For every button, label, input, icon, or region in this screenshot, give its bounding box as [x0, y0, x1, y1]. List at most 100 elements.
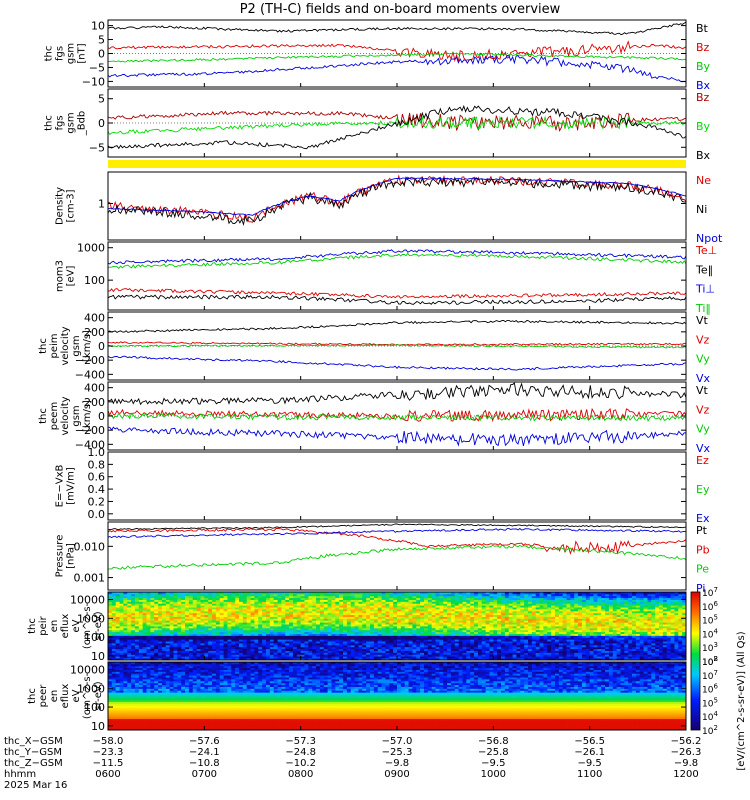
y-axis-label-line: en — [49, 690, 60, 703]
colorbar-tick-label: 105 — [702, 696, 718, 709]
y-axis-label: thc peir en eflux eV (cm^2-s-sr-eV) — [27, 602, 104, 649]
y-axis-label-line: [km/s] — [82, 400, 93, 432]
legend-Pb: Pb — [696, 543, 710, 556]
y-axis-label-line: _Bdb — [77, 111, 88, 137]
x-row-value: 1200 — [673, 769, 698, 780]
x-row-value: −56.8 — [478, 736, 509, 747]
y-axis-label: thc fgs gsm [nT] — [44, 43, 88, 64]
legend-Te‖: Te‖ — [695, 263, 713, 276]
x-row-label: thc_Y−GSM — [4, 747, 62, 758]
series-line-Pi — [107, 527, 687, 539]
x-row-value: −56.2 — [671, 736, 702, 747]
y-tick-label: 10000 — [70, 663, 105, 676]
y-axis-label-line: [cm-3] — [66, 189, 77, 222]
y-tick-label: 100 — [84, 274, 105, 287]
y-axis-label-line: gsm — [66, 112, 77, 133]
y-axis-label-line: E=−VxB — [55, 465, 66, 508]
panel-7: 1.00.80.60.40.20.0 E=−VxB [mV/m] Ez Ey Ex — [55, 446, 710, 525]
legend-Ez: Ez — [696, 454, 709, 467]
y-tick-label: 0 — [98, 410, 105, 423]
x-row-value: −23.3 — [93, 747, 124, 758]
colorbar-tick-label: 105 — [702, 614, 718, 627]
y-axis-label: thc fgs gsm _Bdb — [44, 111, 88, 137]
y-axis-label-line: peem — [49, 402, 60, 430]
y-axis-label-line: sr-eV) — [93, 611, 104, 640]
y-axis-label-line: (cm^2-s- — [82, 672, 93, 719]
colorbar-tick-label: 102 — [702, 724, 718, 737]
colorbar-gradient — [690, 591, 701, 731]
y-tick-label: 0.4 — [88, 483, 106, 496]
y-axis-label: thc peer en eflux eV (cm^2-s-sr-eV) — [27, 672, 104, 719]
x-row-label: thc_X−GSM — [4, 736, 63, 747]
y-tick-label: 200 — [84, 326, 105, 339]
y-tick-label: 0.2 — [88, 495, 106, 508]
y-axis-label-line: thc — [27, 688, 38, 704]
x-row-value: −10.2 — [285, 758, 316, 769]
legend-Bt: Bt — [696, 22, 709, 35]
series-line-Bx — [107, 104, 687, 150]
series-line-Te⊥ — [107, 287, 687, 299]
y-tick-label: 400 — [84, 312, 105, 325]
x-row-value: −56.5 — [574, 736, 605, 747]
y-axis-label: Pressure [nPa] — [55, 535, 77, 578]
legend-Pe: Pe — [696, 563, 709, 576]
figure-title: P2 (TH-C) fields and on-board moments ov… — [240, 2, 561, 17]
y-axis-label-line: [mV/m] — [66, 467, 77, 505]
y-tick-label: 10000 — [70, 593, 105, 606]
panel-frame — [107, 521, 687, 591]
legend-Vt: Vt — [696, 314, 709, 327]
series-line-Vt — [107, 382, 687, 406]
series-line-Ti‖ — [107, 252, 687, 270]
series-line-Bz — [107, 110, 687, 132]
legend-Ti⊥: Ti⊥ — [695, 283, 715, 296]
panel-3: 1 Density [cm-3] Ne Ni Npot — [55, 171, 723, 245]
x-row-value: −25.8 — [478, 747, 509, 758]
series-line-Vy — [107, 412, 687, 422]
y-axis-label-line: gsm — [71, 335, 82, 356]
legend-Bz: Bz — [696, 41, 710, 54]
y-tick-label: 1000 — [77, 612, 105, 625]
y-axis-label-line: [nT] — [77, 43, 88, 63]
panel-frame — [107, 451, 687, 521]
series-line-Pe — [107, 544, 687, 570]
x-row-value: −10.8 — [189, 758, 220, 769]
y-tick-label: 10 — [91, 720, 105, 733]
legend-Pt: Pt — [696, 524, 708, 537]
x-row-value: −9.5 — [481, 758, 505, 769]
series-line-Npot — [107, 177, 687, 216]
legend-Bx: Bx — [696, 149, 711, 162]
series-line-Vx — [107, 426, 687, 447]
legend-Ti‖: Ti‖ — [695, 302, 711, 315]
y-tick-label: 0.001 — [74, 572, 106, 585]
y-tick-label: 0 — [98, 117, 105, 130]
x-row-value: −9.8 — [674, 758, 698, 769]
y-axis-label-line: velocity — [60, 326, 71, 365]
y-tick-label: 1000 — [77, 682, 105, 695]
colorbar-tick-label: 108 — [702, 655, 718, 668]
y-axis-label-line: gsm — [71, 405, 82, 426]
legend-Ex: Ex — [696, 512, 710, 525]
y-tick-label: 0 — [98, 340, 105, 353]
y-axis-label-line: thc — [38, 338, 49, 354]
y-axis-label: thc peim velocity gsm [km/s] — [38, 326, 93, 365]
y-axis-label-line: eflux — [60, 614, 71, 639]
series-line-Vy — [107, 343, 687, 349]
series-line-Bx — [107, 55, 687, 83]
legend-Vz: Vz — [696, 333, 710, 346]
x-axis-labels: thc_X−GSM −58.0 −57.6 −57.3 −57.0 −56.8 −56.5−… — [4, 736, 701, 791]
y-axis-label: E=−VxB [mV/m] — [55, 465, 77, 508]
y-tick-label: 10 — [91, 650, 105, 663]
series-line-Vx — [107, 355, 687, 371]
x-row-value: −26.3 — [671, 747, 702, 758]
y-axis-label-line: thc — [38, 408, 49, 424]
y-tick-label: −400 — [75, 438, 105, 451]
y-axis-label-line: [eV] — [66, 266, 77, 287]
colorbar-label: [eV/(cm^2-s-sr-eV)] (All Qs) — [736, 631, 747, 770]
y-tick-label: 0.010 — [74, 540, 106, 553]
colorbar-tick-label: 107 — [702, 669, 718, 682]
